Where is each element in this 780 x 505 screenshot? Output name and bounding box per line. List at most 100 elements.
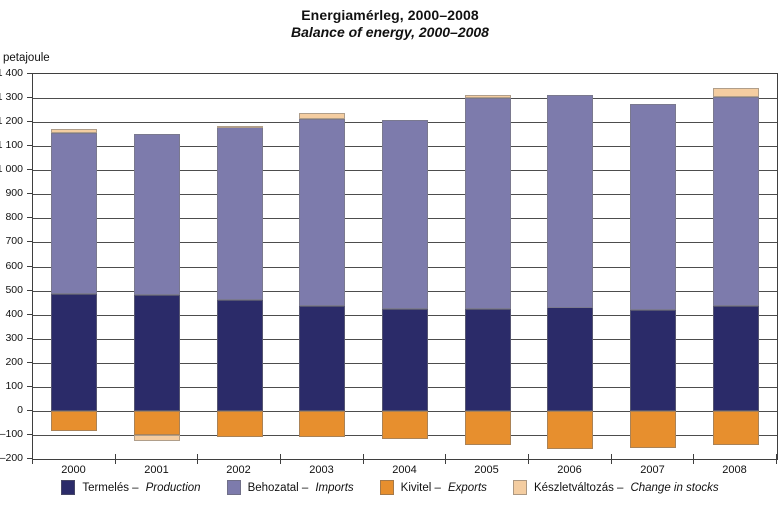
legend-label-hu: Készletváltozás –	[533, 481, 624, 494]
x-axis-tick-label: 2007	[640, 464, 665, 476]
y-axis-tick	[27, 410, 32, 411]
y-axis-tick	[27, 434, 32, 435]
legend-item-production: Termelés – Production	[61, 480, 201, 495]
y-axis-tick	[27, 97, 32, 98]
bar-segment-stocks-2005	[465, 94, 511, 99]
legend-swatch-production	[61, 480, 76, 495]
bar-segment-exports-2003	[299, 410, 345, 438]
y-axis-tick-label: 100	[5, 380, 23, 392]
y-axis-tick-label: 500	[5, 284, 23, 296]
bar-segment-stocks-2002	[217, 125, 263, 128]
bar-segment-imports-2005	[465, 98, 511, 309]
y-axis-tick	[27, 193, 32, 194]
y-axis-tick-label: 800	[5, 211, 23, 223]
x-axis-tick-label: 2003	[309, 464, 334, 476]
bar-segment-production-2008	[713, 306, 759, 411]
bar-segment-imports-2008	[713, 96, 759, 307]
bar-segment-production-2002	[217, 300, 263, 411]
y-axis-tick-label: 0	[17, 404, 23, 416]
legend-label-hu: Kivitel –	[400, 481, 441, 494]
x-axis-tick-label: 2000	[61, 464, 86, 476]
y-axis-tick-label: 200	[5, 356, 23, 368]
x-axis-tick-label: 2006	[557, 464, 582, 476]
y-axis-tick	[27, 290, 32, 291]
x-axis-tick	[115, 454, 116, 464]
legend-label-hu: Termelés –	[82, 481, 139, 494]
bar-segment-exports-2001	[134, 410, 180, 435]
y-axis-tick-label: –200	[0, 452, 23, 464]
x-axis-tick	[776, 454, 777, 464]
x-axis-tick-label: 2001	[144, 464, 169, 476]
x-axis-tick	[197, 454, 198, 464]
y-axis-tick-label: 1 400	[0, 67, 23, 79]
y-axis-tick-label: 1 300	[0, 91, 23, 103]
bar-segment-production-2004	[382, 308, 428, 411]
bar-segment-imports-2000	[51, 133, 97, 295]
bar-segment-imports-2003	[299, 118, 345, 307]
bar-segment-stocks-2008	[713, 88, 759, 97]
gridline	[33, 98, 777, 99]
y-axis-tick	[27, 362, 32, 363]
x-axis-tick-label: 2002	[226, 464, 251, 476]
y-axis-tick-label: 1 100	[0, 139, 23, 151]
x-axis-tick	[693, 454, 694, 464]
y-axis-tick	[27, 266, 32, 267]
bar-segment-exports-2002	[217, 410, 263, 438]
bar-segment-imports-2006	[547, 94, 593, 308]
legend-item-imports: Behozatal – Imports	[226, 480, 354, 495]
bar-segment-stocks-2000	[51, 129, 97, 133]
bar-segment-production-2005	[465, 308, 511, 411]
y-axis-tick-label: 400	[5, 308, 23, 320]
x-axis-tick	[611, 454, 612, 464]
legend-item-stocks: Készletváltozás – Change in stocks	[512, 480, 719, 495]
bar-segment-imports-2002	[217, 126, 263, 301]
y-axis-tick	[27, 145, 32, 146]
y-axis-tick	[27, 121, 32, 122]
y-axis-tick-label: 1 000	[0, 163, 23, 175]
bar-segment-stocks-2003	[299, 112, 345, 119]
bar-segment-production-2006	[547, 307, 593, 411]
y-axis-tick	[27, 241, 32, 242]
bar-segment-exports-2000	[51, 410, 97, 432]
x-axis-tick-label: 2005	[474, 464, 499, 476]
bar-segment-exports-2008	[713, 410, 759, 445]
legend-label-en: Imports	[315, 481, 354, 494]
bar-segment-stocks-2001	[134, 434, 180, 441]
legend-swatch-stocks	[512, 480, 527, 495]
y-axis-tick-label: 1 200	[0, 115, 23, 127]
y-axis-tick	[27, 314, 32, 315]
bar-segment-exports-2004	[382, 410, 428, 439]
y-axis-tick	[27, 73, 32, 74]
chart-subtitle: Balance of energy, 2000–2008	[291, 24, 489, 40]
bar-segment-production-2007	[630, 309, 676, 411]
x-axis-tick-label: 2008	[722, 464, 747, 476]
legend: Termelés – Production Behozatal – Imports Ki…	[0, 480, 780, 495]
x-axis-tick	[528, 454, 529, 464]
bar-segment-exports-2007	[630, 410, 676, 449]
y-axis-tick	[27, 338, 32, 339]
legend-label-hu: Behozatal –	[247, 481, 309, 494]
y-axis-tick	[27, 458, 32, 459]
y-axis-tick	[27, 386, 32, 387]
legend-label-en: Production	[145, 481, 201, 494]
x-axis-tick	[363, 454, 364, 464]
y-axis-tick-label: 700	[5, 235, 23, 247]
y-axis-tick-label: 900	[5, 187, 23, 199]
x-axis-tick	[32, 454, 33, 464]
legend-swatch-imports	[226, 480, 241, 495]
bar-segment-production-2001	[134, 295, 180, 411]
x-axis-tick	[280, 454, 281, 464]
y-axis-tick	[27, 169, 32, 170]
bar-segment-exports-2006	[547, 410, 593, 450]
y-axis-tick-label: –100	[0, 428, 23, 440]
legend-swatch-exports	[379, 480, 394, 495]
plot-area	[32, 73, 778, 460]
y-axis-tick-label: 300	[5, 332, 23, 344]
bar-segment-production-2000	[51, 294, 97, 411]
x-axis-tick-label: 2004	[392, 464, 417, 476]
legend-item-exports: Kivitel – Exports	[379, 480, 487, 495]
bar-segment-imports-2004	[382, 119, 428, 309]
legend-label-en: Change in stocks	[630, 481, 719, 494]
y-axis-unit-label: petajoule	[3, 52, 50, 64]
